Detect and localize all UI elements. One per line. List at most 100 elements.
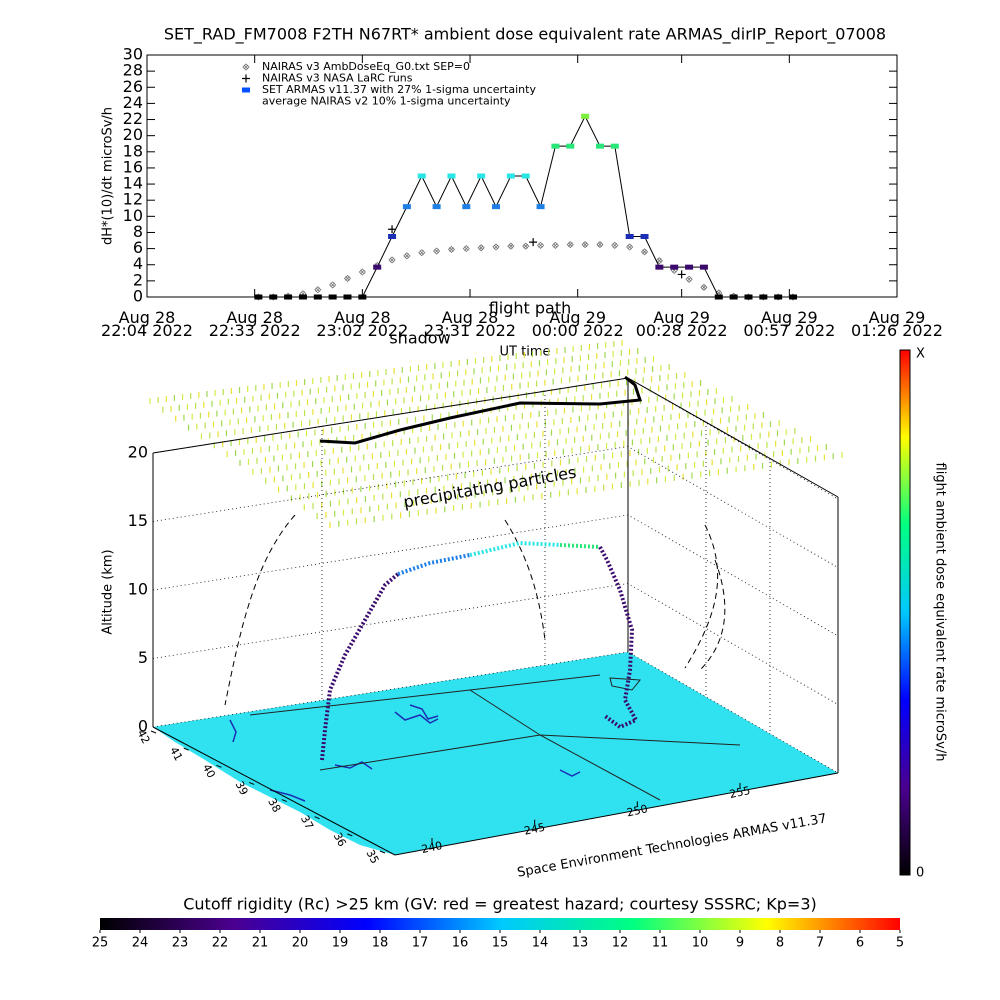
z-tick-label: 10	[128, 580, 148, 599]
marker-diamond	[403, 252, 411, 260]
marker-diamond	[343, 274, 352, 283]
colorbar-tick-label: 23	[172, 936, 189, 951]
y-tick-label: 8	[133, 222, 143, 241]
marker-diamond	[492, 243, 500, 251]
y-tick-label: 24	[123, 93, 143, 112]
marker-diamond	[433, 247, 441, 255]
z-tick-label: 5	[138, 648, 148, 667]
legend-label: NAIRAS v3 NASA LaRC runs	[262, 72, 413, 85]
floor-map	[153, 652, 838, 855]
y-tick-label: 18	[123, 141, 143, 160]
z-axis-label: Altitude (km)	[101, 549, 116, 634]
shadow-curve	[699, 559, 726, 671]
marker-dot	[388, 234, 397, 239]
flight-segment	[598, 546, 639, 730]
marker-diamond	[522, 242, 530, 250]
marker-dot	[670, 264, 679, 270]
marker-dot	[774, 294, 783, 300]
marker-dot	[655, 264, 664, 270]
marker-dot	[298, 294, 307, 300]
marker-plus	[529, 238, 538, 247]
marker-diamond	[700, 283, 708, 291]
marker-dot	[417, 173, 426, 179]
colorbar-tick-label: 22	[212, 936, 229, 951]
lat-tick-label: 40	[200, 762, 218, 780]
lon-tick-label: 250	[626, 802, 649, 819]
lat-tick	[183, 747, 189, 751]
annotation: flight path	[489, 299, 572, 318]
y-tick-label: 16	[123, 157, 143, 176]
contour	[409, 704, 439, 720]
marker-dot	[581, 113, 590, 119]
marker-dot	[566, 143, 575, 149]
flight-path-3d	[320, 540, 639, 761]
colorbar-tick-label: 6	[856, 936, 864, 951]
lat-tick-label: 39	[233, 779, 251, 797]
marker-diamond	[388, 256, 396, 264]
marker-plus	[242, 74, 250, 83]
flight-track-projection	[319, 375, 643, 445]
shadow-curve	[684, 524, 719, 669]
shadow-curve	[504, 519, 546, 641]
marker-diamond	[626, 243, 634, 251]
colorbar-tick-label: 11	[652, 936, 669, 951]
marker-dot	[625, 234, 634, 239]
marker-diamond	[242, 63, 250, 71]
colorbar-tick-label: 21	[252, 936, 269, 951]
lat-tick	[150, 730, 157, 734]
marker-dot	[729, 294, 738, 300]
lat-tick	[281, 799, 288, 803]
z-tick-label: 20	[128, 443, 148, 462]
lat-tick-label: 36	[331, 830, 349, 848]
lon-tick-label: 245	[523, 821, 546, 838]
y-tick-label: 30	[123, 45, 143, 64]
y-tick-label: 2	[133, 270, 143, 289]
marker-diamond	[358, 268, 366, 276]
x-tick-label: Aug 28 22:33 2022	[209, 308, 301, 340]
marker-dot	[506, 173, 515, 179]
marker-dot	[595, 143, 604, 149]
lat-tick	[216, 764, 222, 768]
y-tick-label: 10	[123, 206, 143, 225]
series-line	[258, 115, 794, 298]
marker-dot	[551, 143, 560, 149]
x-tick-label: Aug 28 23:02 2022	[316, 308, 408, 340]
colorbar-tick-label: 18	[372, 936, 389, 951]
y-tick-label: 0	[133, 287, 143, 306]
colorbar-tick-label: 25	[92, 936, 109, 951]
marker-diamond	[551, 241, 559, 249]
x-axis-label: UT time	[500, 345, 551, 360]
lat-tick	[314, 816, 320, 820]
contour	[229, 719, 237, 743]
x-tick-label: Aug 29 00:00 2022	[532, 308, 624, 340]
marker-dot	[313, 294, 322, 300]
y-tick-label: 14	[123, 174, 143, 193]
colorbar-tick-label: 7	[816, 936, 824, 951]
marker-diamond	[685, 275, 693, 283]
legend-label: NAIRAS v3 AmbDoseEq_G0.txt SEP=0	[262, 60, 470, 73]
contour	[394, 711, 439, 724]
marker-dot	[536, 204, 545, 210]
contour	[559, 769, 581, 777]
colorbar-tick-label: X	[916, 347, 925, 362]
lon-tick-label: 255	[728, 784, 751, 801]
marker-dot	[685, 264, 694, 270]
border	[469, 689, 661, 801]
marker-diamond	[566, 241, 574, 249]
grid-line	[152, 377, 839, 500]
x-tick-label: Aug 29 00:28 2022	[636, 308, 728, 340]
marker-diamond	[581, 241, 589, 249]
legend-note: average NAIRAS v2 10% 1-sigma uncertaint…	[262, 95, 511, 108]
marker-dot	[744, 294, 753, 300]
colorbar-tick-label: 0	[916, 866, 924, 881]
marker-dot	[242, 87, 250, 93]
grid-line	[152, 514, 839, 637]
colorbar-tick-label: 17	[412, 936, 429, 951]
marker-diamond	[477, 244, 485, 252]
colorbar-tick-label: 19	[332, 936, 349, 951]
marker-dot	[343, 294, 352, 300]
floor-colorbar	[100, 918, 900, 930]
x-tick-label: Aug 29 01:26 2022	[851, 308, 943, 340]
marker-dot	[610, 143, 619, 149]
grid-line	[152, 583, 839, 705]
